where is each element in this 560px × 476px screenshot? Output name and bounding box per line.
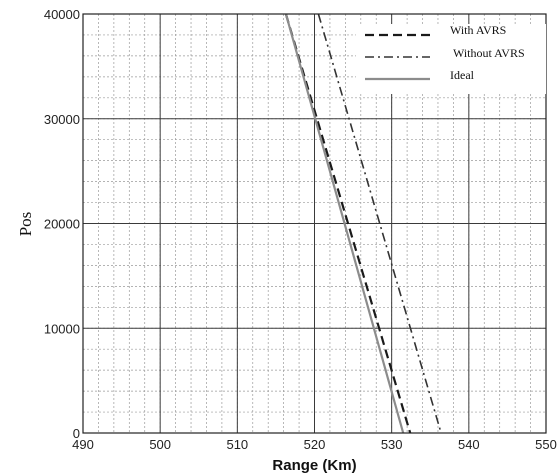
y-tick-label: 10000	[44, 321, 80, 336]
x-tick-label: 540	[458, 437, 480, 452]
x-axis-title: Range (Km)	[272, 457, 356, 474]
x-tick-label: 550	[535, 437, 557, 452]
legend-label-without-avrs: Without AVRS	[453, 46, 525, 60]
y-axis-ticks: 0 10000 20000 30000 40000	[44, 7, 80, 441]
series-layer	[284, 13, 442, 434]
legend-label-ideal: Ideal	[450, 68, 475, 82]
legend-label-with-avrs: With AVRS	[450, 23, 506, 37]
y-tick-label: 40000	[44, 7, 80, 22]
x-tick-label: 530	[381, 437, 403, 452]
series-line-1	[317, 13, 442, 434]
plot-frame	[82, 13, 547, 434]
x-axis-ticks: 490 500 510 520 530 540 550	[72, 437, 557, 452]
y-tick-label: 30000	[44, 112, 80, 127]
y-tick-label: 20000	[44, 217, 80, 232]
series-line-2	[284, 13, 405, 434]
x-tick-label: 510	[226, 437, 248, 452]
x-tick-label: 500	[149, 437, 171, 452]
legend: With AVRS Without AVRS Ideal	[356, 23, 546, 94]
x-tick-label: 490	[72, 437, 94, 452]
x-tick-label: 520	[304, 437, 326, 452]
y-tick-label: 0	[73, 426, 80, 441]
y-axis-title: Pos	[16, 212, 35, 237]
series-line-0	[284, 13, 412, 434]
